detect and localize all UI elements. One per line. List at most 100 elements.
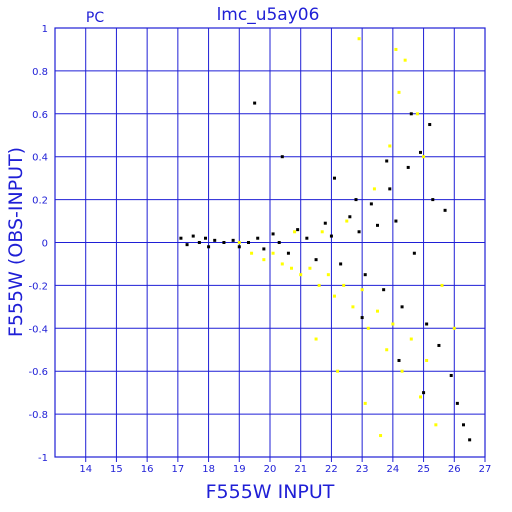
chart-subtitle: PC bbox=[86, 10, 104, 26]
black-point bbox=[369, 202, 373, 206]
black-point bbox=[271, 232, 275, 236]
black-point bbox=[339, 262, 343, 266]
black-point bbox=[247, 241, 250, 244]
black-point bbox=[296, 228, 300, 232]
yellow-point bbox=[376, 309, 379, 313]
yellow-point bbox=[403, 58, 407, 62]
black-point bbox=[197, 241, 201, 244]
black-point bbox=[406, 165, 410, 169]
yellow-point bbox=[440, 283, 444, 287]
yellow-point bbox=[357, 37, 361, 41]
yellow-point bbox=[237, 241, 241, 244]
black-point bbox=[363, 273, 367, 277]
x-tick-label: 19 bbox=[233, 464, 246, 475]
black-point bbox=[428, 123, 432, 127]
black-point bbox=[237, 245, 241, 249]
yellow-point bbox=[360, 288, 364, 292]
chart-title: lmc_u5ay06 bbox=[217, 5, 320, 25]
black-point bbox=[382, 288, 386, 292]
yellow-point bbox=[409, 337, 413, 341]
yellow-point bbox=[394, 47, 398, 51]
black-point bbox=[213, 238, 217, 242]
y-tick-label: 0.4 bbox=[32, 153, 48, 164]
black-point bbox=[305, 236, 309, 240]
black-point bbox=[348, 215, 352, 219]
black-point bbox=[314, 258, 318, 262]
yellow-point bbox=[299, 273, 303, 277]
axis-ticks: 14 15 16 17 18 19 20 21 22 23 24 25 26 27 -1 -0.8 -0.6 -0… bbox=[28, 24, 491, 475]
yellow-point bbox=[379, 434, 383, 438]
black-point bbox=[329, 234, 333, 238]
yellow-point bbox=[320, 230, 324, 234]
black-point bbox=[422, 391, 426, 395]
yellow-point bbox=[366, 326, 370, 330]
black-point bbox=[179, 236, 183, 240]
x-tick-label: 25 bbox=[417, 464, 430, 475]
x-tick-label: 26 bbox=[448, 464, 461, 475]
x-axis-label: F555W INPUT bbox=[206, 481, 335, 503]
black-point bbox=[253, 101, 257, 105]
x-tick-label: 21 bbox=[294, 464, 307, 475]
x-tick-label: 24 bbox=[386, 464, 399, 475]
yellow-point bbox=[425, 358, 429, 362]
yellow-point bbox=[280, 262, 284, 266]
black-point bbox=[222, 241, 226, 244]
black-point bbox=[333, 176, 336, 180]
black-point bbox=[409, 112, 413, 116]
yellow-point bbox=[250, 251, 254, 255]
black-point bbox=[400, 305, 404, 309]
x-tick-label: 16 bbox=[141, 464, 154, 475]
x-tick-label: 22 bbox=[325, 464, 338, 475]
black-point bbox=[256, 236, 260, 240]
yellow-point bbox=[293, 230, 297, 234]
black-point bbox=[419, 150, 422, 154]
yellow-point bbox=[351, 305, 355, 309]
yellow-point bbox=[326, 273, 330, 277]
y-tick-label: 0 bbox=[42, 239, 48, 250]
black-point bbox=[207, 245, 211, 249]
black-point bbox=[462, 423, 465, 427]
black-point bbox=[376, 223, 379, 227]
black-point bbox=[286, 251, 290, 255]
x-tick-label: 14 bbox=[79, 464, 92, 475]
y-tick-label: 0.8 bbox=[32, 67, 48, 78]
black-point bbox=[185, 243, 189, 247]
yellow-point bbox=[372, 187, 376, 191]
black-point bbox=[323, 221, 327, 225]
yellow-point bbox=[385, 348, 389, 352]
y-tick-label: -1 bbox=[38, 453, 48, 464]
black-point bbox=[231, 238, 235, 242]
yellow-point bbox=[308, 266, 312, 270]
black-point bbox=[262, 247, 266, 251]
black-point bbox=[354, 198, 358, 202]
yellow-point bbox=[314, 337, 318, 341]
black-point bbox=[443, 208, 447, 212]
black-point bbox=[204, 236, 207, 240]
yellow-point bbox=[363, 401, 367, 405]
y-tick-label: 0.6 bbox=[32, 110, 48, 121]
y-axis-label: F555W (OBS-INPUT) bbox=[5, 147, 27, 337]
y-tick-label: 0.2 bbox=[32, 196, 48, 207]
yellow-point bbox=[415, 112, 419, 116]
yellow-point bbox=[400, 369, 404, 373]
data-points bbox=[179, 37, 472, 442]
yellow-point bbox=[434, 423, 438, 427]
yellow-point bbox=[317, 283, 321, 287]
black-point bbox=[437, 343, 441, 347]
yellow-point bbox=[397, 90, 401, 94]
yellow-point bbox=[262, 258, 266, 262]
black-point bbox=[412, 251, 416, 255]
y-tick-label: -0.6 bbox=[28, 367, 48, 378]
black-point bbox=[280, 155, 284, 159]
x-tick-label: 17 bbox=[171, 464, 184, 475]
yellow-point bbox=[271, 251, 275, 255]
yellow-point bbox=[336, 369, 340, 373]
yellow-point bbox=[422, 155, 426, 159]
black-point bbox=[425, 322, 429, 326]
black-point bbox=[397, 358, 401, 362]
black-point bbox=[394, 219, 398, 223]
black-point bbox=[431, 198, 435, 202]
x-tick-label: 23 bbox=[356, 464, 369, 475]
black-point bbox=[449, 373, 453, 377]
